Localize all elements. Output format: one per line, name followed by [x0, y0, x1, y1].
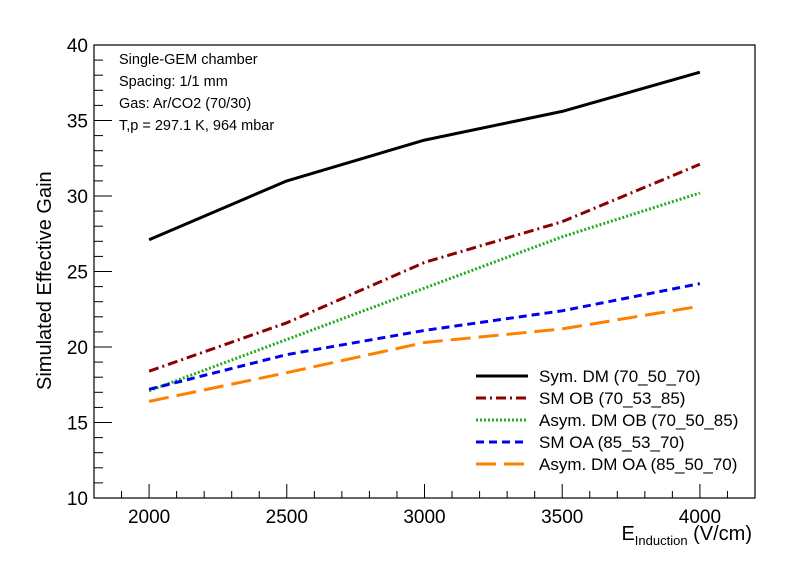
- series-line-2: [148, 191, 701, 393]
- y-tick-label: 15: [67, 414, 88, 435]
- series-line-3: [148, 282, 701, 391]
- x-axis-title-subscript: Induction: [635, 533, 688, 548]
- annotation-spacing: Spacing: 1/1 mm: [119, 74, 228, 90]
- x-tick-label: 3000: [403, 507, 445, 528]
- legend-label-2: Asym. DM OB (70_50_85): [539, 411, 738, 430]
- series-line-1: [148, 162, 701, 373]
- y-tick-label: 10: [67, 489, 88, 510]
- plot-frame: [93, 44, 756, 499]
- y-tick-label: 20: [67, 338, 88, 359]
- legend-label-4: Asym. DM OA (85_50_70): [539, 455, 737, 474]
- x-tick-label: 2500: [266, 507, 308, 528]
- annotation-gas: Gas: Ar/CO2 (70/30): [119, 96, 251, 112]
- x-tick-label: 4000: [679, 507, 721, 528]
- legend-label-1: SM OB (70_53_85): [539, 389, 685, 408]
- legend-label-0: Sym. DM (70_50_70): [539, 367, 701, 386]
- y-axis-title: Simulated Effective Gain: [34, 171, 56, 390]
- series-line-0: [148, 70, 701, 242]
- legend-label-3: SM OA (85_53_70): [539, 433, 685, 452]
- x-tick-label: 2000: [128, 507, 170, 528]
- annotation-chamber: Single-GEM chamber: [119, 52, 258, 68]
- y-tick-label: 25: [67, 263, 88, 284]
- x-axis-title-main: E: [621, 523, 634, 545]
- x-axis-title-unit: (V/cm): [688, 523, 752, 545]
- x-tick-label: 3500: [541, 507, 583, 528]
- y-tick-label: 35: [67, 112, 88, 133]
- y-tick-label: 40: [67, 36, 88, 57]
- annotation-temperature-pressure: T,p = 297.1 K, 964 mbar: [119, 118, 274, 134]
- y-tick-label: 30: [67, 187, 88, 208]
- legend: Sym. DM (70_50_70) SM OB (70_53_85) Asym. …: [476, 367, 738, 474]
- series-line-4: [148, 304, 701, 403]
- x-axis-title: EInduction (V/cm): [621, 523, 752, 548]
